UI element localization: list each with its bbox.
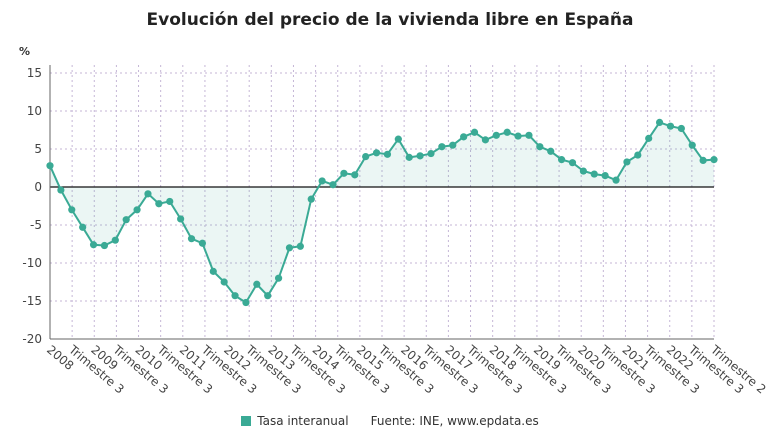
data-point bbox=[601, 172, 609, 180]
data-point bbox=[503, 128, 511, 136]
data-point bbox=[547, 147, 555, 155]
data-point bbox=[79, 223, 87, 231]
data-point bbox=[242, 298, 250, 307]
data-point bbox=[623, 158, 631, 166]
y-axis-unit: % bbox=[19, 45, 30, 58]
data-point bbox=[677, 124, 685, 133]
chart-title: Evolución del precio de la vivienda libr… bbox=[146, 10, 634, 30]
data-point bbox=[416, 152, 424, 160]
legend-swatch bbox=[241, 416, 252, 426]
data-point bbox=[166, 197, 174, 206]
data-point bbox=[558, 156, 566, 164]
data-point bbox=[46, 162, 54, 170]
data-point bbox=[449, 141, 457, 149]
data-point bbox=[177, 215, 185, 223]
data-point bbox=[634, 151, 642, 159]
data-point bbox=[666, 122, 675, 130]
y-tick-label: -10 bbox=[22, 256, 42, 270]
data-point bbox=[89, 241, 98, 249]
data-point bbox=[253, 280, 261, 288]
data-point bbox=[340, 169, 348, 177]
y-tick-label: 10 bbox=[27, 104, 42, 118]
data-point bbox=[122, 216, 130, 224]
data-point bbox=[187, 235, 196, 243]
legend-series-label: Tasa interanual bbox=[257, 414, 349, 428]
data-point bbox=[111, 236, 119, 244]
data-point bbox=[383, 150, 392, 158]
data-point bbox=[438, 143, 446, 151]
y-tick-label: 0 bbox=[34, 180, 42, 194]
data-point bbox=[427, 149, 435, 158]
data-point bbox=[372, 149, 381, 157]
data-point bbox=[264, 292, 272, 300]
data-point bbox=[645, 134, 653, 142]
data-point bbox=[57, 186, 65, 194]
data-point bbox=[329, 181, 337, 189]
series-area bbox=[50, 122, 714, 303]
data-point bbox=[481, 136, 490, 144]
data-point bbox=[460, 133, 468, 141]
data-point bbox=[514, 132, 522, 140]
data-point bbox=[68, 206, 76, 214]
data-point bbox=[100, 241, 109, 250]
data-point bbox=[362, 153, 370, 161]
y-tick-label: -20 bbox=[22, 332, 42, 346]
data-point bbox=[568, 159, 577, 167]
legend: Tasa interanual Fuente: INE, www.epdata.e… bbox=[0, 414, 780, 428]
data-point bbox=[220, 278, 228, 286]
data-point bbox=[285, 244, 294, 252]
data-point bbox=[318, 177, 326, 185]
data-point bbox=[688, 141, 696, 149]
y-tick-label: -15 bbox=[22, 294, 42, 308]
y-tick-label: -5 bbox=[30, 218, 42, 232]
data-point bbox=[710, 156, 718, 164]
data-point bbox=[198, 239, 206, 247]
data-point bbox=[405, 153, 413, 161]
y-tick-label: 15 bbox=[27, 66, 42, 80]
data-point bbox=[579, 167, 587, 175]
data-point bbox=[492, 131, 500, 139]
data-point bbox=[307, 195, 315, 203]
data-point bbox=[655, 118, 664, 126]
source-text: Fuente: INE, www.epdata.es bbox=[370, 414, 539, 428]
data-point bbox=[209, 267, 217, 275]
data-point bbox=[612, 176, 620, 184]
y-tick-label: 5 bbox=[34, 142, 42, 156]
data-point bbox=[351, 171, 359, 179]
data-point bbox=[590, 170, 598, 178]
data-point bbox=[525, 131, 533, 139]
data-point bbox=[296, 242, 304, 250]
data-point bbox=[394, 135, 402, 143]
data-point bbox=[231, 292, 239, 300]
data-point bbox=[699, 156, 707, 164]
data-point bbox=[133, 206, 141, 214]
data-point bbox=[536, 143, 544, 151]
data-point bbox=[274, 274, 283, 282]
data-point bbox=[144, 190, 152, 198]
data-point bbox=[155, 200, 163, 208]
data-point bbox=[470, 128, 479, 136]
